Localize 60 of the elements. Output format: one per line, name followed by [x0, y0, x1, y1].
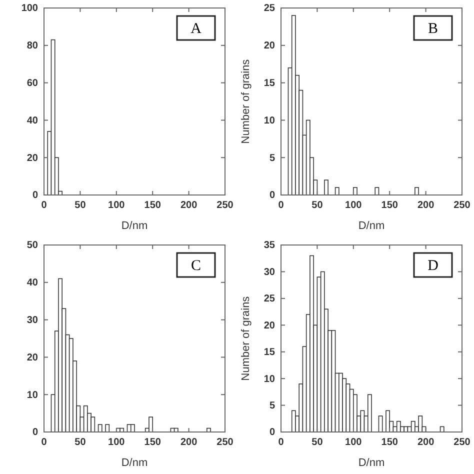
y-tick-label: 10 [264, 115, 276, 126]
y-tick-label: 25 [264, 294, 276, 305]
y-tick-label: 15 [264, 78, 276, 89]
x-axis-title: D/nm [121, 457, 148, 469]
annotation: B [428, 21, 438, 37]
x-tick-label: 150 [381, 437, 398, 448]
x-tick-label: 200 [417, 200, 435, 212]
y-tick-label: 30 [26, 315, 38, 326]
annotation: C [190, 258, 202, 274]
x-tick-label: 150 [381, 200, 398, 212]
y-axis-title: Number of grains [240, 296, 252, 381]
y-tick-label: 20 [264, 320, 276, 332]
y-tick-label: 35 [264, 240, 276, 252]
x-tick-label: 50 [74, 437, 86, 448]
x-tick-label: 250 [216, 437, 234, 448]
x-tick-label: 250 [454, 437, 471, 448]
y-tick-label: 40 [26, 115, 38, 126]
y-tick-label: 0 [32, 190, 38, 202]
y-tick-label: 0 [32, 427, 38, 438]
y-tick-label: 5 [269, 152, 276, 164]
y-tick-label: 30 [264, 266, 276, 278]
x-tick-label: 150 [144, 200, 162, 212]
y-tick-label: 20 [26, 352, 38, 364]
x-tick-label: 150 [144, 437, 162, 448]
x-tick-label: 250 [216, 200, 234, 212]
x-tick-label: 200 [180, 200, 198, 212]
y-tick-label: 20 [264, 40, 276, 52]
x-axis-title: D/nm [358, 220, 385, 232]
y-tick-label: 80 [26, 40, 38, 52]
x-tick-label: 100 [345, 437, 362, 448]
annotation: D [428, 258, 439, 274]
x-tick-label: 100 [108, 437, 126, 448]
y-tick-label: 10 [264, 374, 276, 385]
x-tick-label: 100 [108, 200, 126, 212]
x-tick-label: 200 [417, 437, 435, 448]
y-tick-label: 20 [26, 152, 38, 164]
x-tick-label: 0 [278, 437, 284, 448]
x-tick-label: 50 [312, 437, 324, 448]
x-axis-title: D/nm [358, 457, 385, 469]
y-tick-label: 40 [26, 278, 38, 289]
y-tick-label: 15 [264, 347, 276, 358]
x-tick-label: 50 [74, 200, 86, 212]
annotation: A [190, 21, 202, 37]
x-tick-label: 50 [312, 200, 324, 212]
y-tick-label: 5 [269, 400, 276, 412]
x-tick-label: 250 [454, 200, 471, 212]
y-tick-label: 0 [269, 427, 276, 438]
y-tick-label: 60 [26, 78, 38, 89]
x-tick-label: 0 [41, 437, 48, 448]
y-axis-title: Number of grains [240, 58, 252, 144]
y-tick-label: 50 [26, 240, 38, 252]
x-tick-label: 100 [345, 200, 362, 212]
x-tick-label: 0 [278, 200, 284, 212]
x-axis-title: D/nm [121, 220, 148, 232]
y-tick-label: 100 [21, 3, 38, 14]
x-tick-label: 200 [180, 437, 198, 448]
y-tick-label: 10 [26, 390, 38, 401]
x-tick-label: 0 [41, 200, 48, 212]
y-tick-label: 0 [269, 190, 276, 202]
y-tick-label: 25 [264, 3, 276, 14]
